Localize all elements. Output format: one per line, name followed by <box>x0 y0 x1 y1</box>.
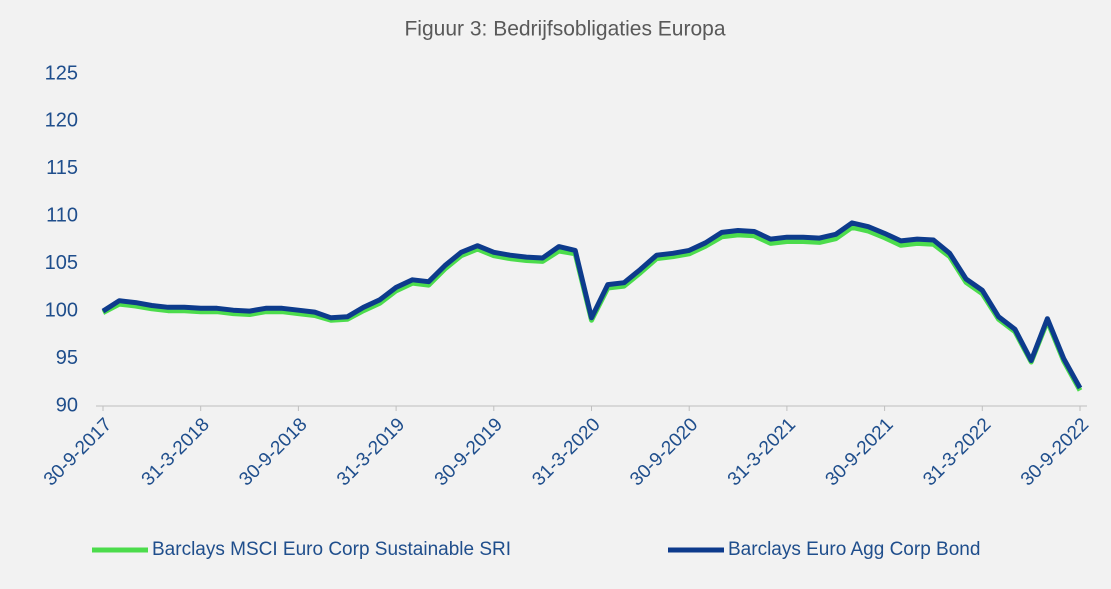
legend-label: Barclays MSCI Euro Corp Sustainable SRI <box>152 539 511 560</box>
y-tick-label: 100 <box>45 299 78 321</box>
y-tick-label: 115 <box>46 157 78 179</box>
y-tick-label: 125 <box>45 62 78 84</box>
legend-label: Barclays Euro Agg Corp Bond <box>728 539 980 560</box>
series-line <box>101 220 1083 390</box>
y-tick-label: 105 <box>45 252 78 274</box>
y-tick-label: 95 <box>56 347 78 369</box>
y-tick-label: 90 <box>56 394 78 416</box>
y-tick-label: 110 <box>46 205 78 227</box>
chart-title: Figuur 3: Bedrijfsobligaties Europa <box>404 18 725 41</box>
y-tick-label: 120 <box>45 110 78 132</box>
